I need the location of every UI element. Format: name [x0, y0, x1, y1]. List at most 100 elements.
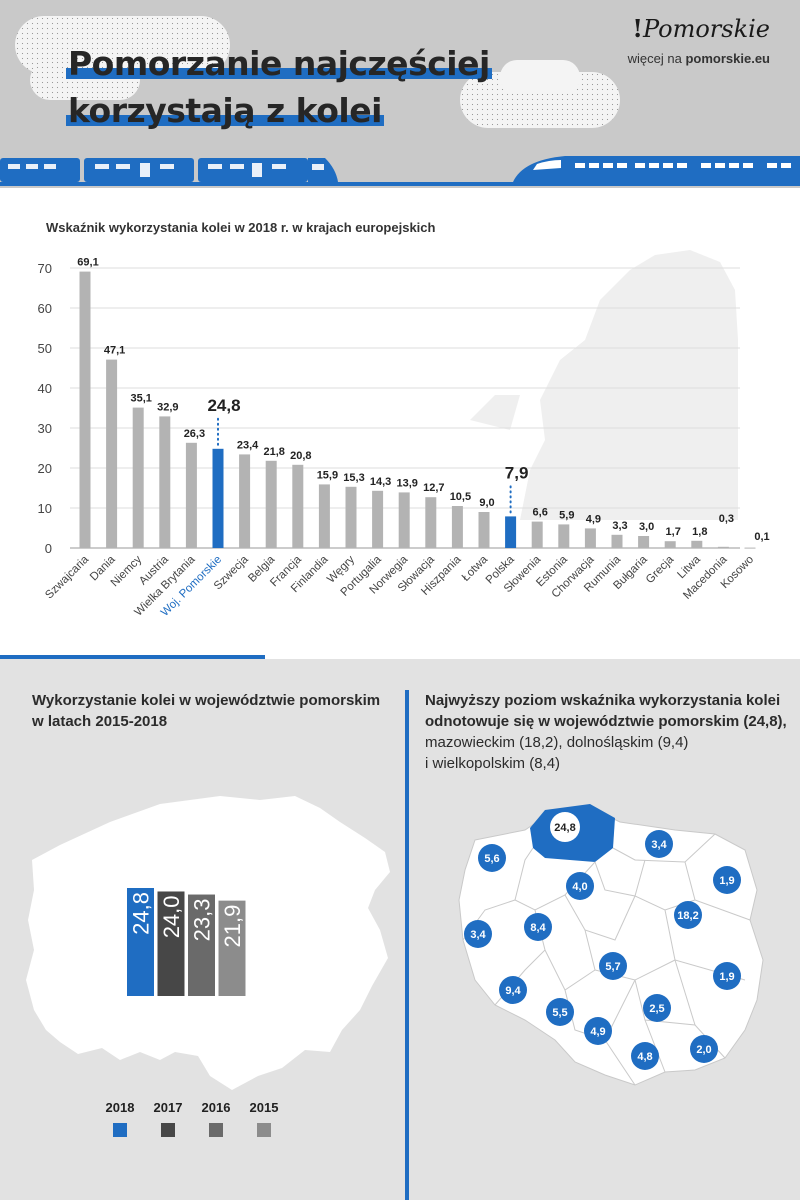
bar-value-label: 32,9	[157, 401, 178, 413]
region-badge	[674, 901, 702, 929]
bar	[478, 512, 490, 548]
region-value: 2,0	[696, 1044, 711, 1056]
logo-sub-prefix: więcej na	[627, 51, 682, 66]
bar	[584, 528, 596, 548]
bar	[159, 416, 171, 548]
y-tick-label: 50	[38, 341, 52, 356]
bar-value-label: 14,3	[370, 476, 391, 488]
left-section-title: Wykorzystanie kolei w województwie pomor…	[32, 692, 381, 730]
bar	[106, 359, 118, 548]
bar	[611, 534, 623, 548]
legend-item-2016: 2016	[196, 1100, 236, 1137]
region-value: 24,8	[554, 822, 575, 834]
pomorskie-logo[interactable]: !Pomorskie więcej na pomorskie.eu	[628, 14, 770, 66]
bar-value-label: 20,8	[290, 450, 311, 462]
bar-value-label: 15,9	[317, 469, 338, 481]
bar	[425, 497, 437, 548]
y-tick-label: 0	[45, 541, 52, 556]
region-badge	[546, 998, 574, 1026]
vertical-divider	[405, 690, 409, 1200]
bar-value-label: 35,1	[130, 393, 151, 405]
year-bar	[188, 894, 215, 996]
bar	[638, 536, 650, 548]
bar	[744, 547, 756, 549]
region-badge	[499, 976, 527, 1004]
bar	[212, 448, 224, 548]
region-badge	[550, 812, 580, 842]
y-tick-label: 30	[38, 421, 52, 436]
region-value: 8,4	[530, 922, 546, 934]
year-bar	[218, 900, 246, 996]
year-bar-label: 24,0	[159, 895, 184, 938]
region-value: 9,4	[505, 985, 521, 997]
bar-value-label: 69,1	[77, 257, 98, 269]
bar-value-label: 5,9	[559, 509, 574, 521]
section-divider	[0, 655, 265, 659]
bar	[531, 521, 543, 548]
region-value: 4,9	[590, 1026, 605, 1038]
region-badge	[524, 913, 552, 941]
y-tick-label: 70	[38, 261, 52, 276]
region-value: 4,0	[572, 881, 587, 893]
region-badge	[690, 1035, 718, 1063]
bar-value-label: 26,3	[184, 428, 205, 440]
page-title: Pomorzanie najczęściej korzystają z kole…	[66, 44, 492, 130]
region-value: 4,8	[637, 1051, 652, 1063]
region-value: 3,4	[651, 839, 667, 851]
bar	[132, 407, 144, 548]
region-badge	[713, 962, 741, 990]
bar-value-label: 13,9	[396, 477, 417, 489]
bar	[345, 486, 357, 548]
bar	[372, 490, 384, 548]
region-value: 5,6	[484, 853, 499, 865]
bar-value-label: 0,1	[754, 531, 769, 543]
right-text-line3: mazowieckim (18,2), dolnośląskim (9,4)	[425, 734, 689, 751]
logo-text: Pomorskie	[642, 15, 770, 43]
bar-value-label: 1,8	[692, 526, 707, 538]
legend-item-2017: 2017	[148, 1100, 188, 1137]
bar-value-label: 3,3	[612, 520, 627, 532]
bar	[691, 540, 703, 548]
bar-value-label: 12,7	[423, 482, 444, 494]
region-badge	[643, 994, 671, 1022]
bar	[558, 524, 570, 548]
region-badge	[631, 1042, 659, 1070]
bar-value-label: 3,0	[639, 521, 654, 533]
region-badge	[645, 830, 673, 858]
bar-value-label: 47,1	[104, 345, 125, 357]
bar-value-label: 6,6	[533, 507, 548, 519]
x-category-label: Szwajcaria	[43, 553, 91, 601]
chart-title: Wskaźnik wykorzystania kolei w 2018 r. w…	[46, 220, 436, 235]
europe-map-silhouette	[470, 250, 738, 520]
year-bar-label: 21,9	[220, 905, 245, 948]
region-badge	[566, 872, 594, 900]
bar	[398, 492, 410, 548]
region-value: 5,7	[605, 961, 620, 973]
bar-value-label: 4,9	[586, 513, 601, 525]
region-badge	[584, 1017, 612, 1045]
region-value: 2,5	[649, 1003, 664, 1015]
bar	[664, 541, 676, 548]
bar	[239, 454, 251, 548]
bar	[318, 484, 330, 548]
header-banner: Pomorzanie najczęściej korzystają z kole…	[0, 0, 800, 188]
year-bar	[127, 888, 154, 996]
bar-value-label: 15,3	[343, 472, 364, 484]
region-badge	[464, 920, 492, 948]
bar-value-label: 10,5	[450, 491, 471, 503]
right-section-text: Najwyższy poziom wskaźnika wykorzystania…	[425, 690, 787, 774]
poland-voivodeship-map: 24,8 3,4 5,6 4,0 1,9 3,4 8,4 18,2 5,7 1,9 9,4 5,5 2,…	[458, 804, 764, 1086]
year-bar-label: 23,3	[190, 899, 215, 942]
bar	[292, 464, 304, 548]
right-title-line2: odnotowuje się w województwie pomorskim …	[425, 713, 787, 730]
pomorskie-region-map: 24,8 24,0 23,3 21,9	[26, 796, 390, 1090]
year-bar	[157, 891, 185, 996]
region-value: 1,9	[719, 971, 734, 983]
bar-value-label: 0,3	[719, 513, 734, 525]
y-tick-label: 10	[38, 501, 52, 516]
bar-value-label: 23,4	[237, 439, 259, 451]
region-badge	[599, 952, 627, 980]
bar	[185, 442, 197, 548]
region-value: 5,5	[552, 1007, 567, 1019]
